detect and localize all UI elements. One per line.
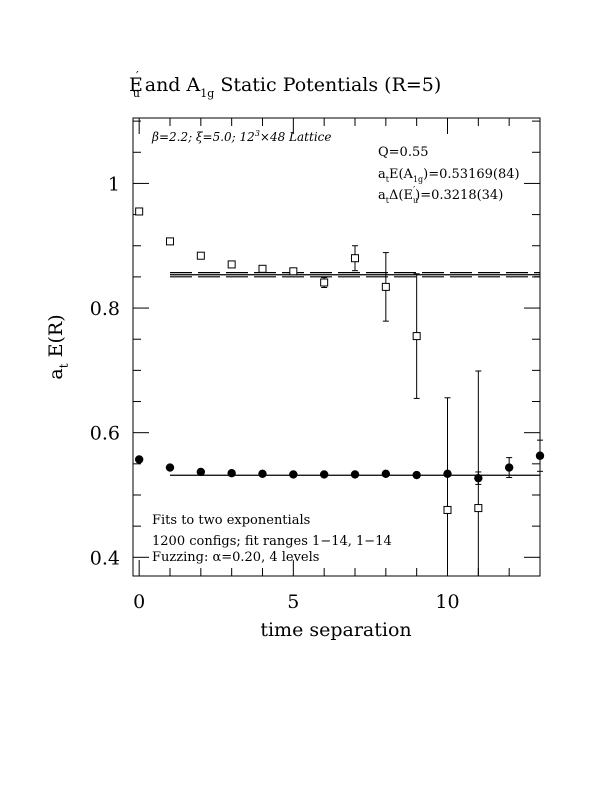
chart-title: Eu ′ and A1g Static Potentials (R=5)	[129, 69, 441, 100]
data-point-square	[381, 282, 390, 291]
configs-note: 1200 configs; fit ranges 1−14, 1−14	[152, 534, 392, 549]
a1g-fit-result: atE(A1g)=0.53169(84)	[378, 167, 520, 184]
eu-fit-result: atΔ(Eu′)=0.3218(34)	[378, 186, 503, 205]
title-eu-prime: ′	[136, 69, 139, 83]
data-point-square	[135, 207, 144, 216]
data-point-square	[166, 237, 174, 246]
title-a1g-sub: 1g	[200, 87, 214, 100]
x-tick-label: 10	[435, 591, 459, 613]
data-point-square	[412, 332, 421, 341]
data-point-circle	[504, 463, 514, 472]
fuzzing-note: Fuzzing: α=0.20, 4 levels	[152, 550, 319, 565]
fits-note: Fits to two exponentials	[152, 513, 310, 528]
data-points	[134, 207, 545, 576]
data-point-circle	[412, 470, 421, 480]
y-tick-label: 0.8	[90, 298, 120, 320]
data-point-square	[320, 278, 329, 287]
data-point-circle	[319, 470, 329, 479]
plot-frame	[132, 117, 541, 577]
lattice-params: β=2.2; ξ=5.0; 123×48 Lattice	[151, 129, 331, 144]
ylabel-sub: t	[57, 363, 71, 368]
x-tick-label: 0	[133, 591, 145, 613]
data-point-square	[196, 251, 205, 260]
data-point-circle	[535, 451, 545, 460]
y-tick-label: 1	[108, 173, 120, 195]
data-point-square	[351, 254, 359, 263]
title-rest: Static Potentials (R=5)	[214, 74, 441, 96]
data-point-circle	[134, 455, 144, 464]
data-point-circle	[350, 470, 360, 479]
title-and-a: and A	[139, 74, 201, 96]
data-point-circle	[196, 467, 206, 477]
q-label: Q=0.55	[378, 145, 429, 160]
title-eu: E	[129, 74, 143, 96]
data-point-circle	[258, 469, 267, 479]
title-eu-sub: u	[133, 87, 140, 100]
data-point-circle	[381, 469, 391, 479]
data-point-square	[289, 267, 298, 276]
data-point-square	[258, 264, 267, 273]
data-point-circle	[289, 470, 298, 479]
y-tick-label: 0.4	[90, 547, 120, 569]
y-tick-label: 0.6	[90, 423, 120, 445]
data-point-square	[227, 260, 236, 269]
fit-lines	[170, 271, 540, 476]
x-tick-label: 5	[287, 591, 299, 613]
ylabel-rest: E(R)	[45, 314, 67, 363]
ylabel-a: a	[45, 368, 67, 379]
data-point-square	[474, 504, 483, 513]
data-point-square	[443, 505, 452, 514]
y-axis-label: at E(R)	[45, 314, 71, 379]
data-point-circle	[227, 468, 236, 478]
data-point-circle	[165, 463, 175, 472]
x-axis-label: time separation	[260, 619, 411, 641]
